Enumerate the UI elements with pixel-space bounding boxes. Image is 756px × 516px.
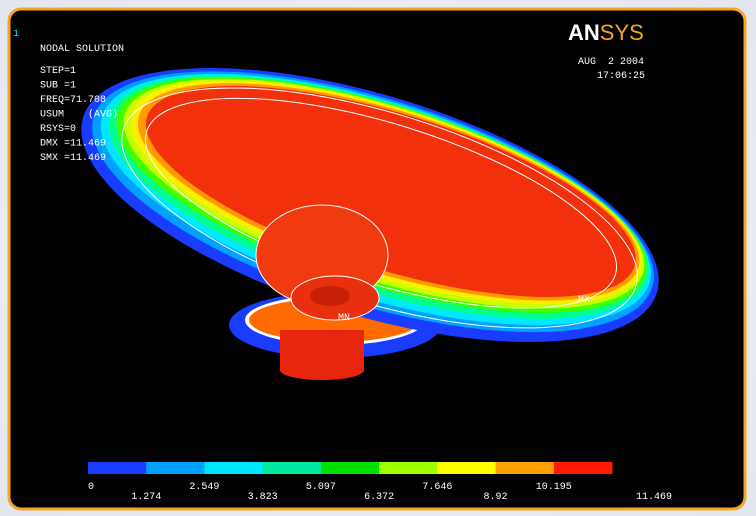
legend-swatch xyxy=(321,462,380,474)
logo-part: AN xyxy=(568,20,600,45)
info-line: FREQ=71.708 xyxy=(40,95,106,106)
legend-swatch xyxy=(496,462,555,474)
max-marker: MX xyxy=(578,295,590,306)
legend-label: 11.469 xyxy=(636,492,672,503)
time: 17:06:25 xyxy=(597,71,645,82)
logo: ANSYS xyxy=(568,20,644,45)
legend-label: 7.646 xyxy=(422,482,452,493)
logo-part: SYS xyxy=(600,20,644,45)
info-line: DMX =11.469 xyxy=(40,139,106,150)
legend-label: 1.274 xyxy=(131,492,161,503)
legend-label: 0 xyxy=(88,482,94,493)
legend-swatch xyxy=(204,462,263,474)
window-number: 1 xyxy=(13,29,19,40)
info-line: USUM (AVG) xyxy=(40,109,118,121)
throat-hole xyxy=(310,286,350,306)
legend-swatch xyxy=(437,462,496,474)
legend-label: 5.097 xyxy=(306,482,336,493)
info-line: SUB =1 xyxy=(40,81,76,92)
info-line: SMX =11.469 xyxy=(40,153,106,164)
legend-swatch xyxy=(146,462,205,474)
stem-base xyxy=(280,360,364,380)
legend-label: 3.823 xyxy=(248,492,278,503)
legend-label: 2.549 xyxy=(189,482,219,493)
legend-label: 10.195 xyxy=(536,482,572,493)
legend-swatch xyxy=(263,462,322,474)
page: 1 NODAL SOLUTION STEP=1 SUB =1 FREQ=71.708… xyxy=(0,0,756,516)
legend-label: 6.372 xyxy=(364,492,394,503)
date: AUG 2 2004 xyxy=(578,57,644,68)
screenshot: 1 NODAL SOLUTION STEP=1 SUB =1 FREQ=71.708… xyxy=(0,0,756,516)
min-marker: MN xyxy=(338,313,350,324)
legend-swatch xyxy=(88,462,147,474)
plot-title: NODAL SOLUTION xyxy=(40,44,124,55)
info-line: STEP=1 xyxy=(40,66,76,77)
legend-swatch xyxy=(554,462,613,474)
legend-swatch xyxy=(379,462,438,474)
info-line: RSYS=0 xyxy=(40,124,76,135)
legend-label: 8.92 xyxy=(484,492,508,503)
